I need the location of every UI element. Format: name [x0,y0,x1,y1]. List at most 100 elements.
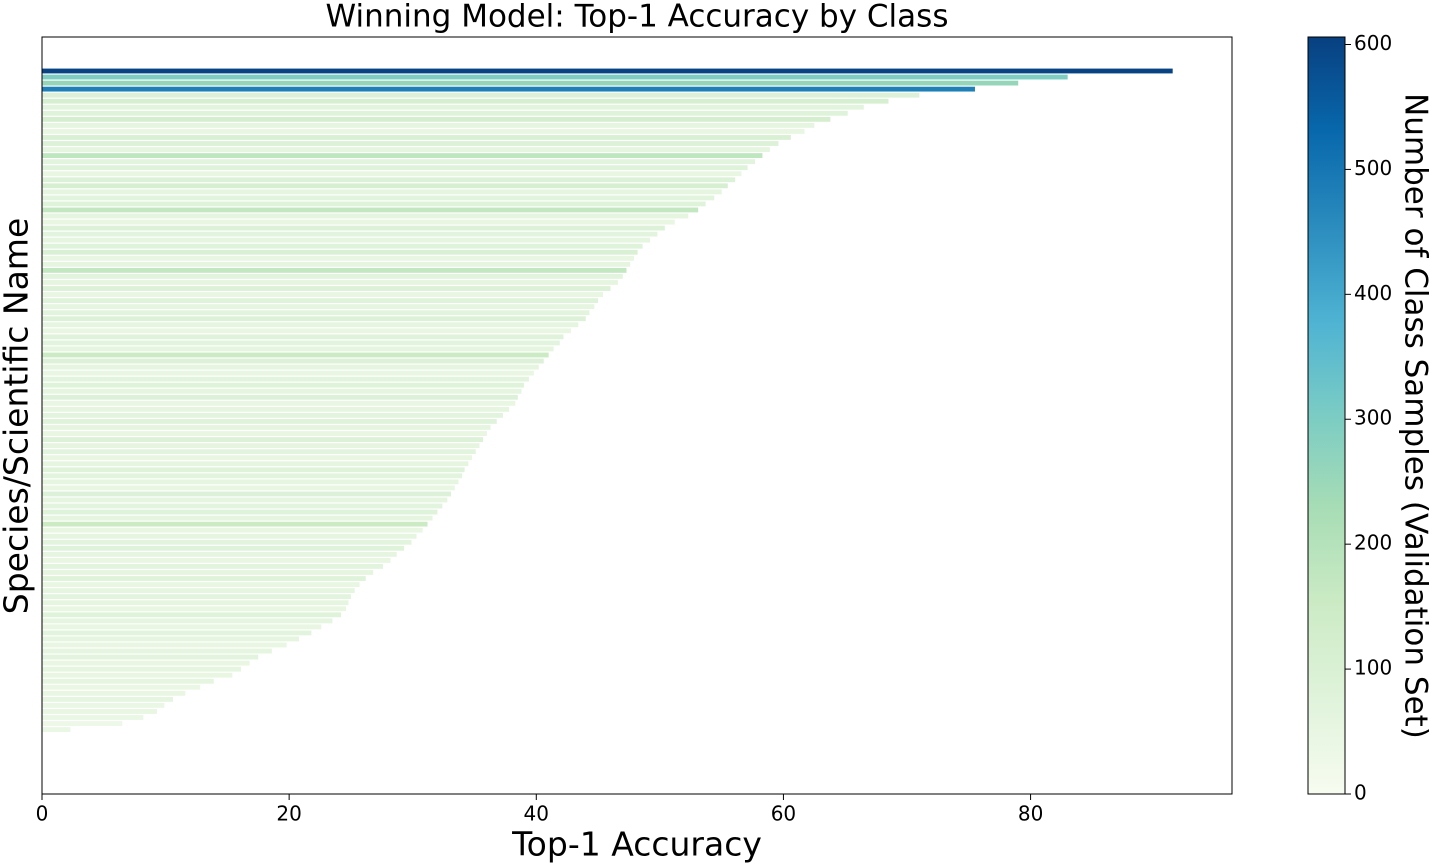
bar [42,394,518,400]
bar [42,129,805,134]
bar [42,515,433,521]
bar [42,425,491,430]
bar [42,213,689,219]
bar [42,672,233,678]
bar [42,68,1173,74]
bar [42,159,756,165]
bar [42,527,423,533]
colorbar-tick-label: 200 [1354,531,1392,555]
bar [42,195,715,201]
bar [42,678,214,684]
bar [42,642,287,648]
bar [42,92,920,98]
bar [42,280,618,285]
bar [42,116,831,122]
x-tick-label: 40 [524,802,549,826]
bar [42,382,524,388]
bar [42,473,463,479]
bar [42,267,627,273]
bar [42,110,848,116]
bar [42,225,665,231]
x-axis-label: Top-1 Accuracy [511,825,762,864]
colorbar-tick-label: 500 [1354,156,1392,180]
x-tick-label: 80 [1018,802,1043,826]
bar [42,98,889,104]
bar [42,189,722,195]
bar [42,630,312,636]
bar [42,539,412,545]
bar [42,588,355,594]
bar [42,521,428,527]
bar [42,201,706,207]
bar [42,86,975,92]
bar [42,104,864,110]
bar [42,286,611,291]
bar [42,376,529,382]
bar [42,298,599,304]
bar [42,618,333,624]
bar [42,261,631,267]
bar [42,654,259,660]
bar [42,666,241,672]
bar [42,727,71,732]
bar [42,437,484,442]
y-axis-label: Species/Scientific Name [0,218,36,614]
bar [42,479,459,485]
bar [42,696,173,702]
bar [42,328,571,334]
bar [42,419,497,424]
bar [42,467,465,473]
bar [42,648,272,654]
bar [42,455,473,461]
bar [42,153,763,159]
bar [42,557,391,563]
colorbar-tick-label: 400 [1354,281,1392,305]
colorbar-tick-label: 300 [1354,406,1392,430]
bar [42,449,476,455]
bar [42,80,1019,86]
bar [42,509,438,515]
bar [42,292,604,297]
bar [42,219,675,225]
bar [42,358,544,364]
bar [42,400,516,406]
bar [42,594,351,600]
bar [42,207,699,213]
bar [42,485,455,491]
bar [42,304,595,310]
bar [42,600,349,606]
bar [42,370,534,376]
x-tick-label: 60 [771,802,796,826]
bar [42,551,397,557]
bar [42,582,360,587]
colorbar-tick-label: 600 [1354,31,1392,55]
bar [42,624,322,630]
bar [42,147,770,152]
bar [42,231,658,237]
bar [42,431,487,436]
bar [42,122,815,128]
bar [42,388,522,394]
bar [42,322,579,328]
bar [42,171,742,177]
bar [42,545,405,551]
bar [42,255,634,261]
bar [42,135,791,140]
bar [42,690,186,696]
bar [42,352,549,358]
colorbar-tick-label: 100 [1354,656,1392,680]
bar [42,334,564,340]
bar [42,237,650,243]
colorbar-tick-label: 0 [1354,781,1367,805]
bar [42,533,417,539]
bar [42,576,366,581]
bar [42,721,123,726]
bar [42,316,586,322]
bar [42,74,1068,80]
chart-title: Winning Model: Top-1 Accuracy by Class [326,0,949,35]
bar [42,497,448,503]
x-tick-label: 20 [276,802,301,826]
plot-frame [41,36,1233,795]
